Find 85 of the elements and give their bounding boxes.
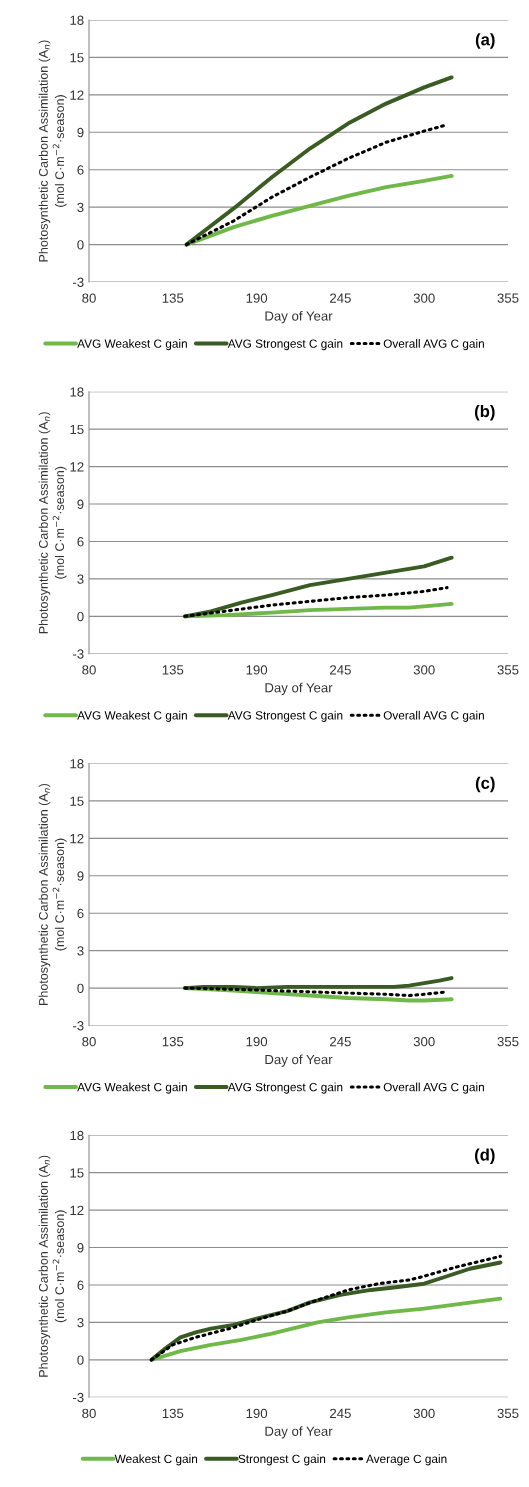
legend-label: Weakest C gain	[114, 1454, 198, 1466]
legend-label: AVG Weakest C gain	[77, 1082, 187, 1094]
text: Photosynthetic Carbon Assimilation (A$_{n}$) (mol C·m$^{−2}$·season)	[38, 1155, 67, 1377]
y-tick-label: 6	[77, 537, 84, 547]
line-series	[183, 976, 454, 991]
legend-label: Overall AVG C gain	[383, 1082, 484, 1094]
y-tick-label: 18	[70, 1130, 84, 1141]
x-tick-label: 135	[162, 1036, 184, 1047]
x-tick-label: 355	[497, 293, 519, 303]
x-axis-title: Day of Year	[265, 1426, 333, 1439]
y-tick-label: 3	[77, 574, 84, 584]
annotation: (a)	[475, 33, 495, 49]
x-tick-label: 355	[497, 1036, 519, 1047]
text: Photosynthetic Carbon Assimilation (A$_{n}$) (mol C·m$^{−2}$·season)	[38, 412, 67, 634]
y-tick-label: 15	[70, 53, 84, 63]
x-tick-label: 245	[330, 1408, 351, 1419]
x-axis-title: Day of Year	[265, 682, 333, 696]
line-series	[183, 555, 454, 619]
y-tick-label: 9	[77, 127, 84, 138]
x-tick-label: 135	[162, 293, 184, 303]
y-tick-label: 3	[77, 202, 84, 213]
annotation: (c)	[475, 776, 495, 793]
legend-label: AVG Strongest C gain	[227, 339, 343, 351]
y-tick-label: 15	[70, 1168, 84, 1178]
y-tick-label: 9	[77, 1243, 84, 1253]
x-tick-label: 80	[82, 665, 96, 675]
x-tick-label: 355	[497, 1408, 519, 1419]
y-tick-label: 9	[77, 871, 84, 881]
y-tick-label: 18	[70, 15, 84, 25]
x-axis-title: Day of Year	[265, 310, 333, 324]
x-tick-label: 355	[497, 665, 519, 675]
y-tick-label: 12	[70, 1205, 84, 1215]
y-tick-label: 12	[70, 90, 84, 100]
x-tick-label: 135	[162, 1408, 184, 1419]
y-tick-label: 18	[70, 759, 84, 769]
x-tick-label: 80	[82, 293, 96, 303]
y-tick-label: 12	[70, 462, 84, 472]
y-tick-label: -3	[72, 277, 84, 287]
legend-label: AVG Weakest C gain	[77, 339, 187, 351]
x-tick-label: 245	[330, 665, 351, 675]
y-tick-label: 3	[77, 946, 84, 956]
y-tick-label: 3	[77, 1317, 84, 1328]
x-tick-label: 300	[413, 293, 435, 303]
x-axis-title: Day of Year	[265, 1054, 333, 1067]
text: Photosynthetic Carbon Assimilation (A$_{n}$) (mol C·m$^{−2}$·season)	[38, 783, 67, 1005]
annotation: (b)	[474, 404, 495, 421]
x-tick-label: 80	[82, 1036, 96, 1047]
x-tick-label: 245	[330, 1036, 351, 1047]
y-tick-label: 18	[70, 387, 84, 397]
legend-label: Strongest C gain	[238, 1454, 326, 1466]
x-tick-label: 300	[413, 1036, 435, 1047]
y-tick-label: 6	[77, 165, 84, 175]
legend-label: Average C gain	[366, 1454, 447, 1466]
legend-label: Overall AVG C gain	[383, 339, 484, 351]
legend-label: AVG Weakest C gain	[77, 710, 187, 722]
legend-label: AVG Strongest C gain	[227, 710, 343, 722]
legend-label: Overall AVG C gain	[383, 710, 484, 722]
x-tick-label: 190	[246, 1036, 268, 1047]
x-tick-label: 245	[330, 293, 351, 303]
legend-label: AVG Strongest C gain	[227, 1082, 343, 1094]
line-series	[184, 75, 454, 247]
x-tick-label: 300	[413, 665, 435, 675]
text: Photosynthetic Carbon Assimilation (A$_{n}$) (mol C·m$^{−2}$·season)	[38, 40, 67, 262]
y-tick-label: 0	[77, 611, 84, 622]
y-tick-label: 0	[77, 1355, 84, 1365]
y-tick-label: 9	[77, 499, 84, 509]
annotation: (d)	[474, 1148, 495, 1164]
y-tick-label: -3	[72, 649, 84, 659]
y-tick-label: -3	[72, 1021, 84, 1031]
x-tick-label: 80	[82, 1408, 96, 1419]
y-tick-label: 6	[77, 1280, 84, 1290]
x-tick-label: 190	[246, 665, 268, 675]
x-tick-label: 300	[413, 1408, 435, 1419]
y-tick-label: -3	[72, 1392, 84, 1403]
x-tick-label: 190	[246, 293, 268, 303]
x-tick-label: 190	[246, 1408, 268, 1419]
line-series	[183, 586, 449, 618]
y-tick-label: 12	[70, 833, 84, 844]
x-tick-label: 135	[162, 665, 184, 675]
y-tick-label: 0	[77, 983, 84, 993]
y-tick-label: 6	[77, 908, 84, 919]
line-series	[149, 1296, 503, 1362]
y-tick-label: 15	[70, 424, 84, 435]
y-tick-label: 0	[77, 240, 84, 250]
y-tick-label: 15	[70, 796, 84, 806]
